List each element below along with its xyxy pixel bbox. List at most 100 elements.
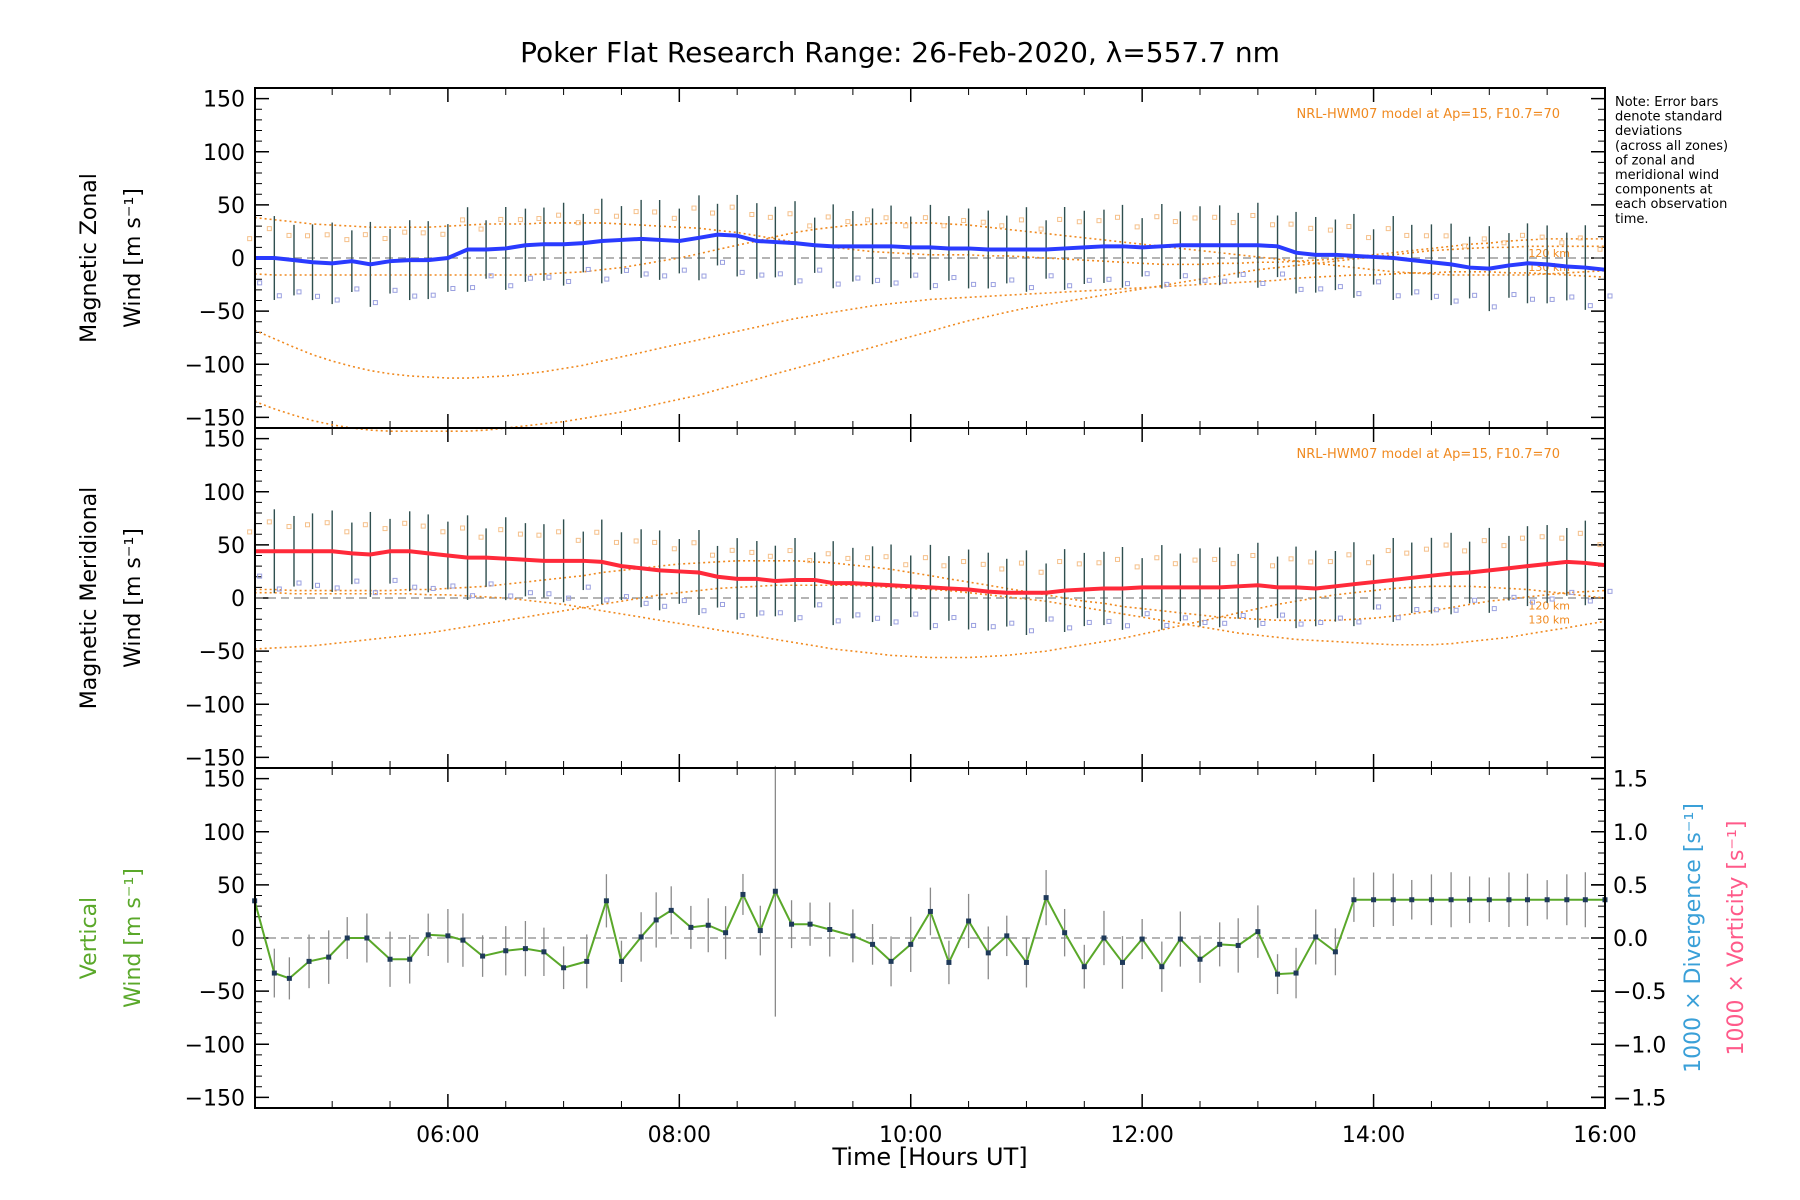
- alt-label-120: 120 km: [1528, 600, 1570, 613]
- zone-marker: [787, 548, 793, 554]
- zone-marker: [941, 223, 947, 229]
- zone-marker: [546, 591, 552, 597]
- chart-title: Poker Flat Research Range: 26-Feb-2020, …: [520, 36, 1280, 69]
- zone-marker: [807, 558, 813, 564]
- zone-marker: [566, 595, 572, 601]
- zone-marker: [1260, 280, 1266, 286]
- zone-marker: [613, 539, 619, 545]
- x-tick-label: 10:00: [879, 1123, 942, 1148]
- zone-marker: [913, 272, 919, 278]
- zone-marker: [1453, 298, 1459, 304]
- note-line: denote standard: [1615, 110, 1722, 125]
- zone-marker: [1519, 535, 1525, 541]
- zone-marker: [1067, 625, 1073, 631]
- panel-meridional: 150 100 50 0 −50 −100 −150 Magnetic Meridional W…: [77, 427, 1613, 771]
- vertical-wind-point: [807, 921, 813, 927]
- vertical-wind-point: [888, 958, 894, 964]
- zone-marker: [594, 529, 600, 535]
- zone-marker: [777, 271, 783, 277]
- vertical-wind-point: [584, 958, 590, 964]
- zone-marker: [893, 619, 899, 625]
- zone-marker: [1124, 281, 1130, 287]
- vertical-wind-point: [1139, 936, 1145, 942]
- note-line: (across all zones): [1615, 139, 1728, 154]
- zone-marker: [382, 526, 388, 532]
- zone-marker: [767, 214, 773, 220]
- zone-marker: [440, 231, 446, 237]
- zone-marker: [643, 271, 649, 277]
- zone-marker: [460, 525, 466, 531]
- zone-marker: [1288, 221, 1294, 227]
- zone-marker: [922, 215, 928, 221]
- zone-marker: [749, 549, 755, 555]
- x-tick-label: 14:00: [1342, 1123, 1405, 1148]
- zone-marker: [817, 267, 823, 273]
- y2-tick-label: −1.5: [1613, 1086, 1666, 1111]
- zone-marker: [1423, 233, 1429, 239]
- zone-marker: [266, 226, 272, 232]
- zone-marker: [334, 585, 340, 591]
- zone-marker: [470, 593, 476, 599]
- zone-marker: [1057, 216, 1063, 222]
- y-tick-label: −100: [185, 353, 245, 378]
- vertical-wind-point: [364, 935, 370, 941]
- panel-zonal: 150 100 50 0 −50 −100 −150 Magnetic Zonal Wind […: [77, 87, 1613, 432]
- zone-marker: [777, 610, 783, 616]
- zone-marker: [1366, 235, 1372, 241]
- vertical-wind-point: [1235, 942, 1241, 948]
- zone-marker: [1569, 589, 1575, 595]
- y-tick-label: 50: [217, 534, 245, 559]
- zone-marker: [835, 618, 841, 624]
- zone-marker: [1491, 606, 1497, 612]
- zone-marker: [1172, 561, 1178, 567]
- zone-marker: [817, 602, 823, 608]
- y-axis-label-line2: Wind [m s⁻¹]: [121, 868, 146, 1008]
- vertical-wind-point: [1351, 897, 1357, 903]
- zone-marker: [1114, 556, 1120, 562]
- zone-marker: [903, 562, 909, 568]
- x-tick-label: 12:00: [1110, 1123, 1173, 1148]
- zone-marker: [1404, 550, 1410, 556]
- zone-marker: [1346, 552, 1352, 558]
- model-label: NRL-HWM07 model at Ap=15, F10.7=70: [1297, 447, 1561, 462]
- vertical-wind-point: [653, 917, 659, 923]
- zone-marker: [932, 283, 938, 289]
- y-tick-label: 0: [231, 587, 245, 612]
- y-tick-label: 50: [217, 194, 245, 219]
- zone-marker: [1491, 304, 1497, 310]
- zone-marker: [276, 293, 282, 299]
- zone-marker: [1376, 279, 1382, 285]
- zone-marker: [1385, 548, 1391, 554]
- vertical-wind-point: [668, 907, 674, 913]
- zone-marker: [1443, 542, 1449, 548]
- zone-marker: [1212, 556, 1218, 562]
- model-curve: [254, 216, 1605, 266]
- zone-marker: [932, 623, 938, 629]
- zone-marker: [1587, 598, 1593, 604]
- y-tick-label: 0: [231, 927, 245, 952]
- zone-marker: [681, 598, 687, 604]
- note-line: each observation: [1615, 197, 1727, 212]
- vertical-wind-point: [522, 946, 528, 952]
- vertical-wind-point: [1564, 897, 1570, 903]
- zone-marker: [1222, 620, 1228, 626]
- y-tick-label: 50: [217, 874, 245, 899]
- zone-marker: [1009, 620, 1015, 626]
- zone-marker: [971, 281, 977, 287]
- note-line: time.: [1615, 212, 1649, 227]
- zone-marker: [825, 214, 831, 220]
- zone-marker: [1182, 615, 1188, 621]
- vertical-wind-point: [1275, 971, 1281, 977]
- zone-marker: [980, 219, 986, 225]
- zone-marker: [1240, 612, 1246, 618]
- zone-marker: [334, 297, 340, 303]
- vertical-wind-point: [688, 924, 694, 930]
- zone-marker: [1222, 278, 1228, 284]
- vertical-wind-point: [772, 888, 778, 894]
- zone-marker: [709, 552, 715, 558]
- zone-marker: [1182, 273, 1188, 279]
- meridional-wind-line: [254, 549, 1606, 595]
- zone-marker: [488, 581, 494, 587]
- vertical-wind-point: [503, 948, 509, 954]
- zone-marker: [478, 534, 484, 540]
